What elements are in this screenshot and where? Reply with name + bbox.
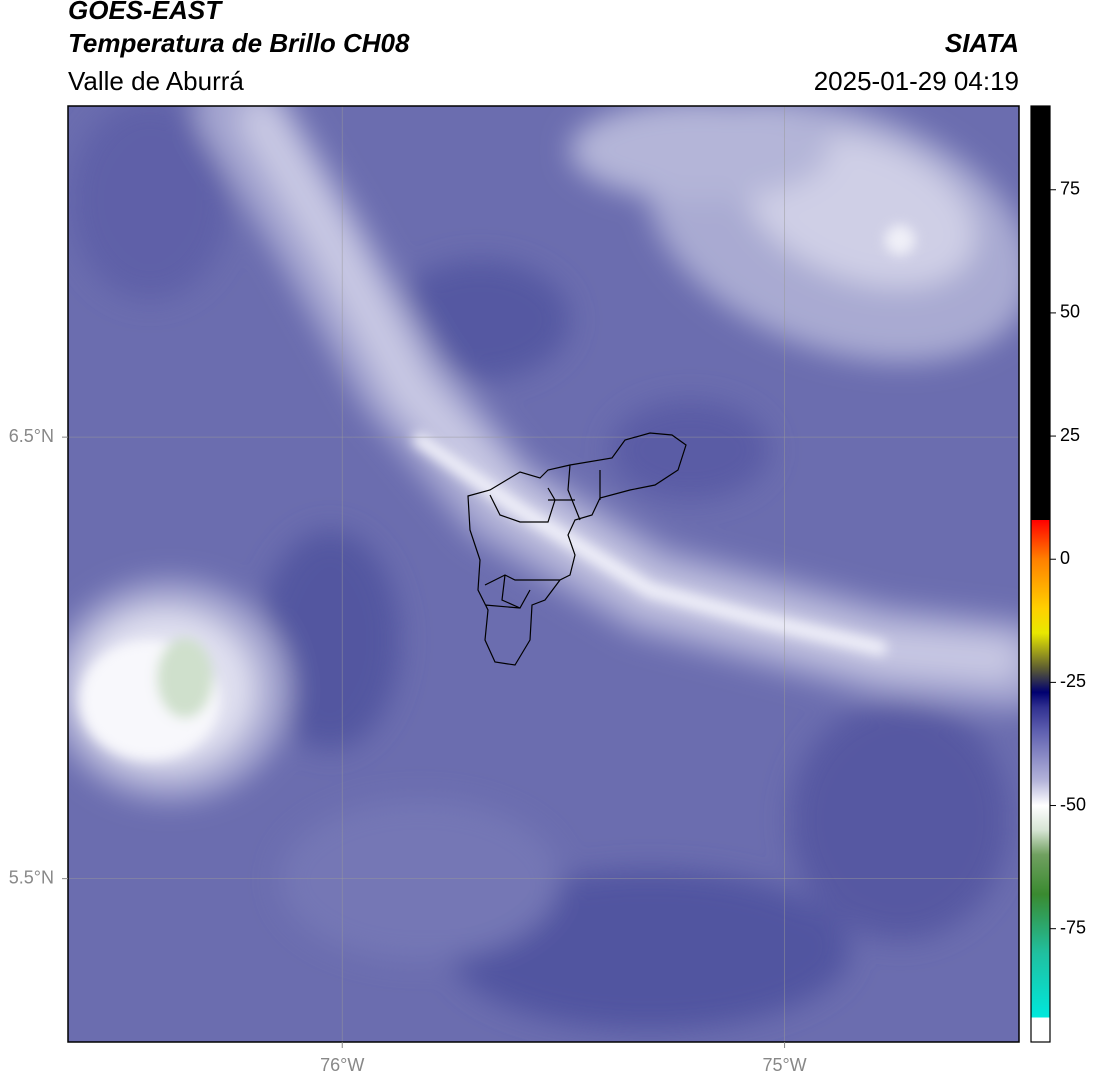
- brightness-field: [68, 106, 1019, 1042]
- colorbar-tick-label: -75: [1060, 917, 1086, 937]
- colorbar-tick-label: -50: [1060, 794, 1086, 814]
- datetime: 2025-01-29 04:19: [814, 66, 1019, 96]
- product: Temperatura de Brillo CH08: [68, 28, 410, 58]
- colorbar: [1031, 106, 1050, 1042]
- valle-boundary: [467, 432, 687, 666]
- colorbar-tick-label: 0: [1060, 548, 1070, 568]
- x-tick-label: 76°W: [320, 1055, 364, 1075]
- title: GOES-EAST: [68, 0, 223, 25]
- x-tick-label: 75°W: [762, 1055, 806, 1075]
- colorbar-tick-label: 75: [1060, 178, 1080, 198]
- y-tick-label: 5.5°N: [9, 867, 54, 887]
- source: SIATA: [945, 28, 1019, 58]
- subtitle: Valle de Aburrá: [68, 66, 244, 96]
- colorbar-tick-label: 50: [1060, 302, 1080, 322]
- colorbar-tick-label: 25: [1060, 425, 1080, 445]
- y-tick-label: 6.5°N: [9, 426, 54, 446]
- colorbar-tick-label: -25: [1060, 671, 1086, 691]
- colorbar-frame: [1030, 105, 1051, 1043]
- grid: [68, 106, 1019, 1042]
- map-frame: [67, 105, 1020, 1043]
